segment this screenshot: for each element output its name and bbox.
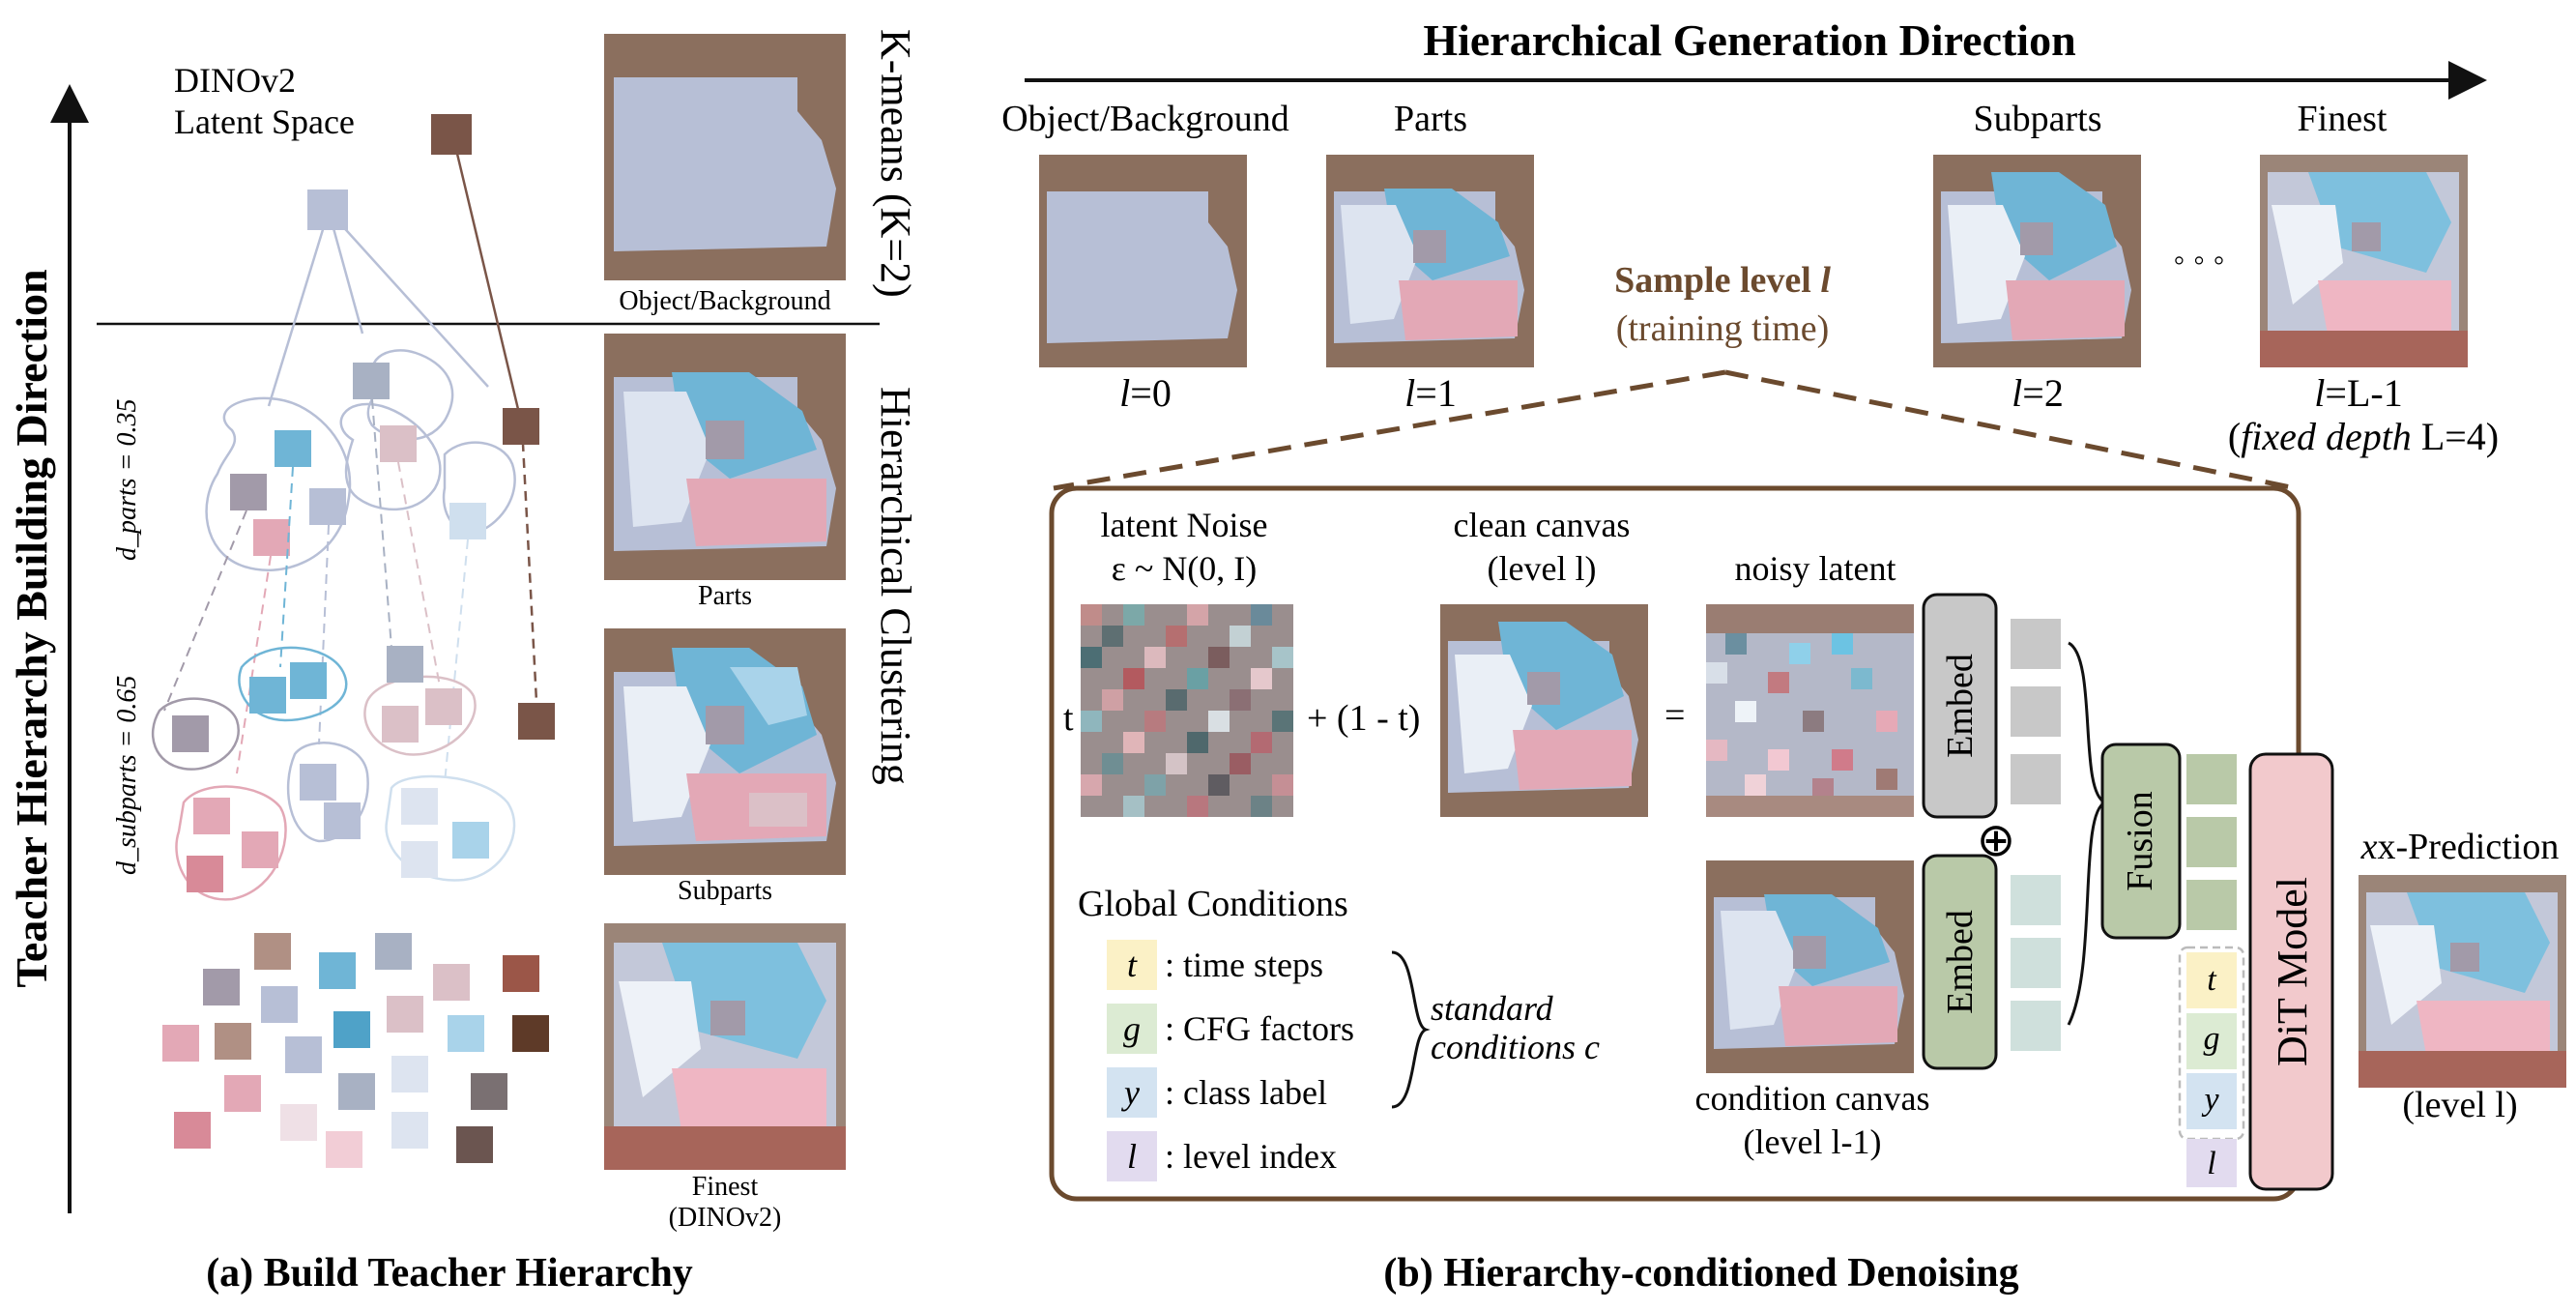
one-minus-t: + (1 - t) [1307,698,1420,739]
conditions-brace [1391,950,1431,1109]
zoom-line-left [1053,369,1726,491]
root-background-node [431,114,472,155]
dit-box [2248,752,2334,1191]
condition-canvas-image [1706,860,1914,1073]
cond-sym-t: t [1127,946,1138,984]
clean-canvas-label: clean canvas [1454,506,1631,544]
level-dots: ◦ ◦ ◦ [2173,243,2224,278]
cond-text-t: : time steps [1165,946,1323,984]
level-name-2: Subparts [1974,99,2102,139]
cluster-tree [151,114,555,1168]
level-index-0: l=0 [1119,371,1172,415]
noisy-latent-label: noisy latent [1735,549,1896,588]
oplus-symbol: ⊕ [1977,815,2015,866]
thumb-subparts [604,628,846,875]
noisy-latent-image [1706,604,1914,817]
cond-text-g: : CFG factors [1165,1009,1354,1048]
left-thumbnails [604,34,846,1170]
latent-space-line2: Latent Space [174,102,355,141]
zoom-line-right [1724,369,2297,491]
level-thumb-2 [1933,155,2141,367]
d-subparts-label: d_subparts = 0.65 [112,676,142,875]
thumb-object-background [604,34,846,280]
training-time: (training time) [1616,308,1830,349]
level-index-2: l=2 [2012,371,2064,415]
latent-space-line1: DINOv2 [174,61,296,100]
token-stack-bottom [2011,875,2061,1051]
thumb-label-finest: Finest [692,1172,759,1202]
thumb-label-parts: Parts [698,581,752,611]
standard-conditions-line2: conditions c [1431,1028,1600,1066]
x-prediction-label: xx-Prediction [2360,827,2560,867]
noise-formula: ε ~ N(0, I) [1112,549,1258,588]
fusion-box [2100,743,2182,940]
right-panel: Hierarchical Generation Direction Object… [1001,15,2566,1296]
sample-level: Sample level l [1614,260,1831,301]
fusion-label: Fusion [2120,791,2160,890]
latent-noise-image [1081,604,1293,817]
cond-sym-l: l [1127,1137,1137,1176]
kmeans-label: K-means (K=2) [872,29,919,298]
x-prediction-level: (level l) [2402,1085,2517,1125]
level-thumb-1 [1326,155,1534,367]
cond-text-y: : class label [1165,1073,1327,1112]
dit-label: DiT Model [2269,877,2316,1066]
clean-canvas-level: (level l) [1488,549,1597,588]
thumb-label-object-background: Object/Background [619,286,830,316]
fused-token-y: y [2201,1082,2219,1118]
t-coefficient: t [1063,698,1074,739]
embed-label-bottom: Embed [1940,910,1981,1014]
level-name-3: Finest [2298,99,2388,139]
top-title: Hierarchical Generation Direction [1423,15,2075,65]
thumb-parts [604,334,846,580]
level-thumb-3 [2260,155,2468,367]
left-panel: Teacher Hierarchy Building Direction DIN… [7,29,919,1296]
d-parts-label: d_parts = 0.35 [112,399,142,561]
fusion-brace [2067,641,2110,1026]
level-thumb-0 [1039,155,1247,367]
level-index-1: l=1 [1404,371,1457,415]
thumb-label-dinov2: (DINOv2) [669,1203,782,1233]
level-name-1: Parts [1394,99,1467,139]
fixed-depth: (fixed depth L=4) [2228,415,2499,458]
thumb-finest [604,923,846,1170]
thumb-label-subparts: Subparts [678,876,772,906]
right-caption: (b) Hierarchy-conditioned Denoising [1383,1251,2018,1296]
embed-box-top [1922,593,1998,819]
level-index-3: l=L-1 [2314,371,2402,415]
embed-label-top: Embed [1940,654,1981,758]
root-object-node [307,189,348,230]
embed-box-bottom [1922,854,1998,1070]
global-conditions-title: Global Conditions [1078,884,1348,924]
vertical-title: Teacher Hierarchy Building Direction [7,269,56,987]
cond-sym-g: g [1123,1009,1141,1048]
clean-canvas-image [1440,604,1648,817]
conditions-list [1107,940,1157,1181]
standard-conditions-line1: standard [1431,989,1554,1028]
left-caption: (a) Build Teacher Hierarchy [206,1251,693,1296]
cond-text-l: : level index [1165,1137,1337,1176]
condition-canvas-level: (level l-1) [1744,1122,1882,1161]
fused-token-l: l [2207,1146,2215,1181]
token-stack-top [2011,619,2061,804]
fused-tokens [2178,754,2245,1187]
x-prediction-image [2359,875,2566,1088]
hier-clustering-label: Hierarchical Clustering [872,387,919,785]
latent-noise-label: latent Noise [1101,506,1268,544]
condition-canvas-label: condition canvas [1695,1079,1930,1118]
fused-token-t: t [2207,962,2217,998]
equals-sign: = [1664,695,1685,736]
cond-sym-y: y [1121,1073,1140,1112]
fused-token-g: g [2204,1021,2220,1057]
level-name-0: Object/Background [1001,99,1289,139]
